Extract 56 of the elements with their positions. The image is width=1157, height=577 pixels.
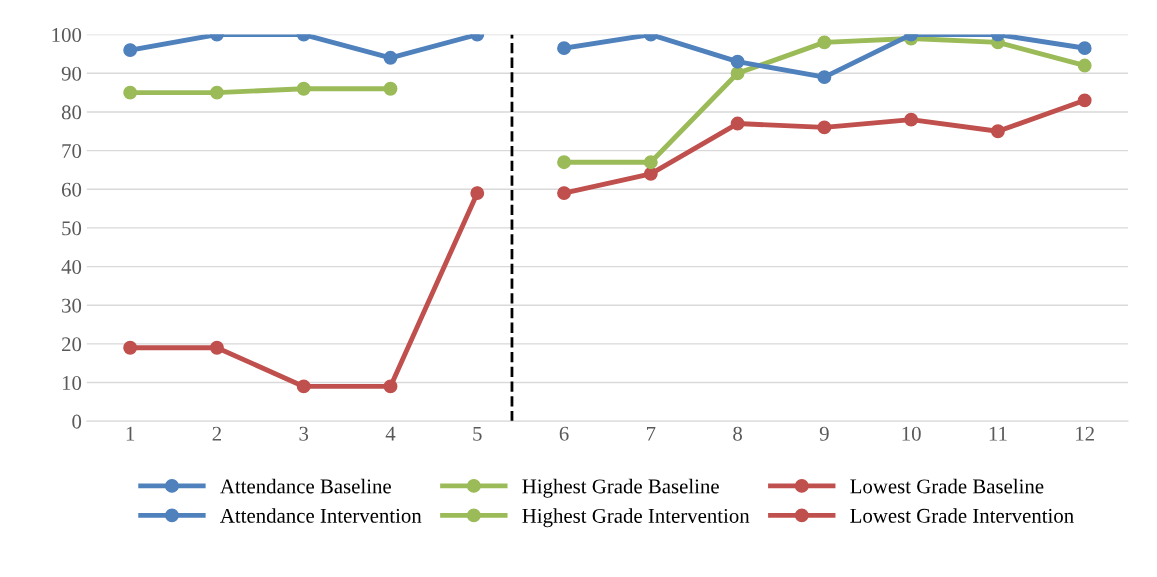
x-tick-label: 7 xyxy=(646,426,656,441)
y-tick-label: 0 xyxy=(72,414,82,429)
point xyxy=(730,54,745,69)
y-tick-label: 90 xyxy=(61,66,82,81)
y-tick-label: 50 xyxy=(62,221,82,236)
point xyxy=(1077,58,1092,73)
point xyxy=(296,81,311,96)
point xyxy=(557,155,571,170)
point xyxy=(296,379,311,394)
legend-label: Attendance Baseline xyxy=(220,478,391,494)
legend-label: Highest Grade Baseline xyxy=(522,478,719,498)
point xyxy=(383,50,398,65)
x-tick-label: 9 xyxy=(819,426,829,441)
x-tick-label: 3 xyxy=(299,426,309,441)
x-tick-label: 4 xyxy=(385,426,396,441)
legend-label: Lowest Grade Baseline xyxy=(850,478,1044,494)
point xyxy=(643,166,658,181)
point xyxy=(209,85,224,100)
point xyxy=(383,379,398,394)
x-tick-label: 2 xyxy=(212,426,221,441)
point xyxy=(557,41,571,56)
x-tick-label: 12 xyxy=(1076,426,1094,441)
point xyxy=(557,186,571,201)
y-tick-label: 40 xyxy=(61,259,82,275)
y-tick-label: 20 xyxy=(62,337,82,352)
legend-label: Attendance Intervention xyxy=(220,508,422,523)
point xyxy=(1077,93,1092,108)
point xyxy=(1077,41,1092,56)
y-tick-label: 70 xyxy=(62,143,82,159)
point xyxy=(123,43,138,58)
x-tick-label: 5 xyxy=(473,426,482,441)
x-tick-label: 8 xyxy=(733,426,742,441)
point xyxy=(643,155,658,170)
y-tick-label: 60 xyxy=(61,182,82,197)
point xyxy=(817,120,832,135)
point xyxy=(904,112,919,127)
point xyxy=(817,35,832,50)
point xyxy=(730,116,745,131)
point xyxy=(383,81,398,96)
point xyxy=(817,70,832,85)
y-tick-label: 30 xyxy=(62,298,82,313)
x-tick-label: 11 xyxy=(989,426,1007,441)
point xyxy=(990,124,1005,139)
x-tick-label: 10 xyxy=(902,426,921,441)
point xyxy=(123,85,138,100)
y-tick-label: 80 xyxy=(61,105,82,120)
legend-label: Lowest Grade Intervention xyxy=(850,508,1074,523)
point xyxy=(209,340,224,355)
point xyxy=(470,186,485,201)
x-tick-label: 6 xyxy=(559,426,569,441)
x-tick-label: 1 xyxy=(126,426,135,441)
point xyxy=(730,66,745,81)
y-tick-label: 100 xyxy=(52,27,82,43)
point xyxy=(123,340,138,355)
legend-label: Highest Grade Intervention xyxy=(522,508,750,528)
y-tick-label: 10 xyxy=(62,375,82,390)
